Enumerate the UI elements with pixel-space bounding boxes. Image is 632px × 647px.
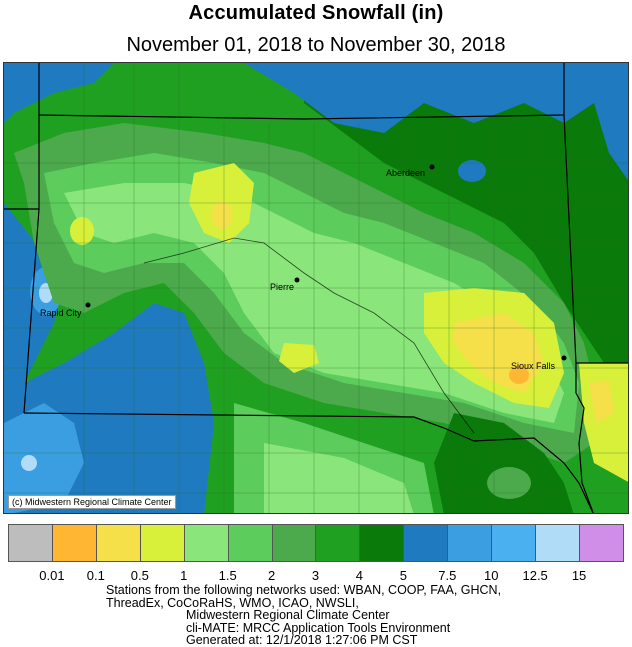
sioux-falls-label: Sioux Falls (511, 361, 556, 371)
date-range-subtitle: November 01, 2018 to November 30, 2018 (126, 34, 506, 56)
contour-sw-paleblue (21, 455, 37, 471)
legend-swatch (271, 524, 317, 562)
legend-label: 1.5 (218, 568, 237, 583)
legend-swatch (139, 524, 185, 562)
contour-se-darkgreen (434, 413, 574, 513)
contour-aberdeen-blue (458, 160, 486, 182)
footer-line: Midwestern Regional Climate Center (186, 608, 390, 623)
copyright-notice: (c) Midwestern Regional Climate Center (8, 495, 176, 509)
legend-swatch (359, 524, 405, 562)
aberdeen-label: Aberdeen (386, 168, 425, 178)
aberdeen-marker (429, 164, 435, 170)
legend-labels: 0.01 0.1 0.5 1 1.5 2 3 4 5 7.5 10 12.5 15 (0, 568, 632, 584)
legend-label: 3 (311, 568, 320, 583)
rapid-city-marker (85, 302, 91, 308)
legend-swatch (447, 524, 493, 562)
legend-color-bar (8, 524, 624, 562)
footer-line: Generated at: 12/1/2018 1:27:06 PM CST (186, 633, 418, 647)
legend-swatch (95, 524, 141, 562)
legend-swatch (491, 524, 537, 562)
legend-label: 1 (180, 568, 188, 583)
pierre-marker (294, 277, 300, 283)
footer-line: cli-MATE: MRCC Application Tools Environ… (186, 620, 451, 635)
contour-se-inner-green (487, 467, 531, 499)
contour-central-yellow (212, 201, 232, 229)
legend-label: 0.01 (39, 568, 65, 583)
footer-line: Stations from the following networks use… (106, 583, 502, 597)
legend-label: 5 (399, 568, 407, 583)
legend-swatch (227, 524, 273, 562)
legend-label: 10 (483, 568, 499, 583)
pierre-label: Pierre (270, 282, 294, 292)
legend-label: 12.5 (522, 568, 548, 583)
legend-label: 4 (355, 568, 364, 583)
legend-label: 0.5 (130, 568, 149, 583)
contour-west-ygreen (70, 217, 94, 245)
map-title: Accumulated Snowfall (in) (188, 2, 444, 24)
legend-swatch (535, 524, 580, 562)
contour-sw-lightblue (4, 403, 84, 513)
contour-ne-blue (594, 84, 628, 181)
footer-line: ThreadEx, CoCoRaHS, WMO, ICAO, NWSLI, (106, 595, 359, 610)
contour-pierre-s-ygreen (279, 343, 319, 373)
sioux-falls-marker (561, 355, 567, 361)
contour-nw-blue (4, 63, 114, 123)
contour-se-orange (509, 366, 529, 384)
county-lines (4, 63, 628, 513)
contour-east-yellow (589, 381, 614, 423)
missouri-river (143, 237, 475, 434)
snowfall-map: Aberdeen Pierre Rapid City Sioux Falls (… (3, 62, 629, 514)
legend-label: 15 (571, 568, 587, 583)
contour-top-blue (244, 63, 628, 133)
legend-swatch (51, 524, 97, 562)
contour-ne-dark (304, 63, 628, 391)
legend-swatch (578, 524, 624, 562)
state-borders (4, 63, 628, 513)
legend-label: 0.1 (86, 568, 105, 583)
legend-label: 2 (267, 568, 276, 583)
footer-notes: Stations from the following networks use… (106, 584, 501, 647)
rapid-city-label: Rapid City (40, 308, 82, 318)
legend-swatch (403, 524, 449, 562)
legend-swatch (183, 524, 229, 562)
legend-swatch (315, 524, 361, 562)
contour-south-green2 (264, 443, 414, 513)
legend-label: 7.5 (438, 568, 457, 583)
legend-swatch (8, 524, 53, 562)
